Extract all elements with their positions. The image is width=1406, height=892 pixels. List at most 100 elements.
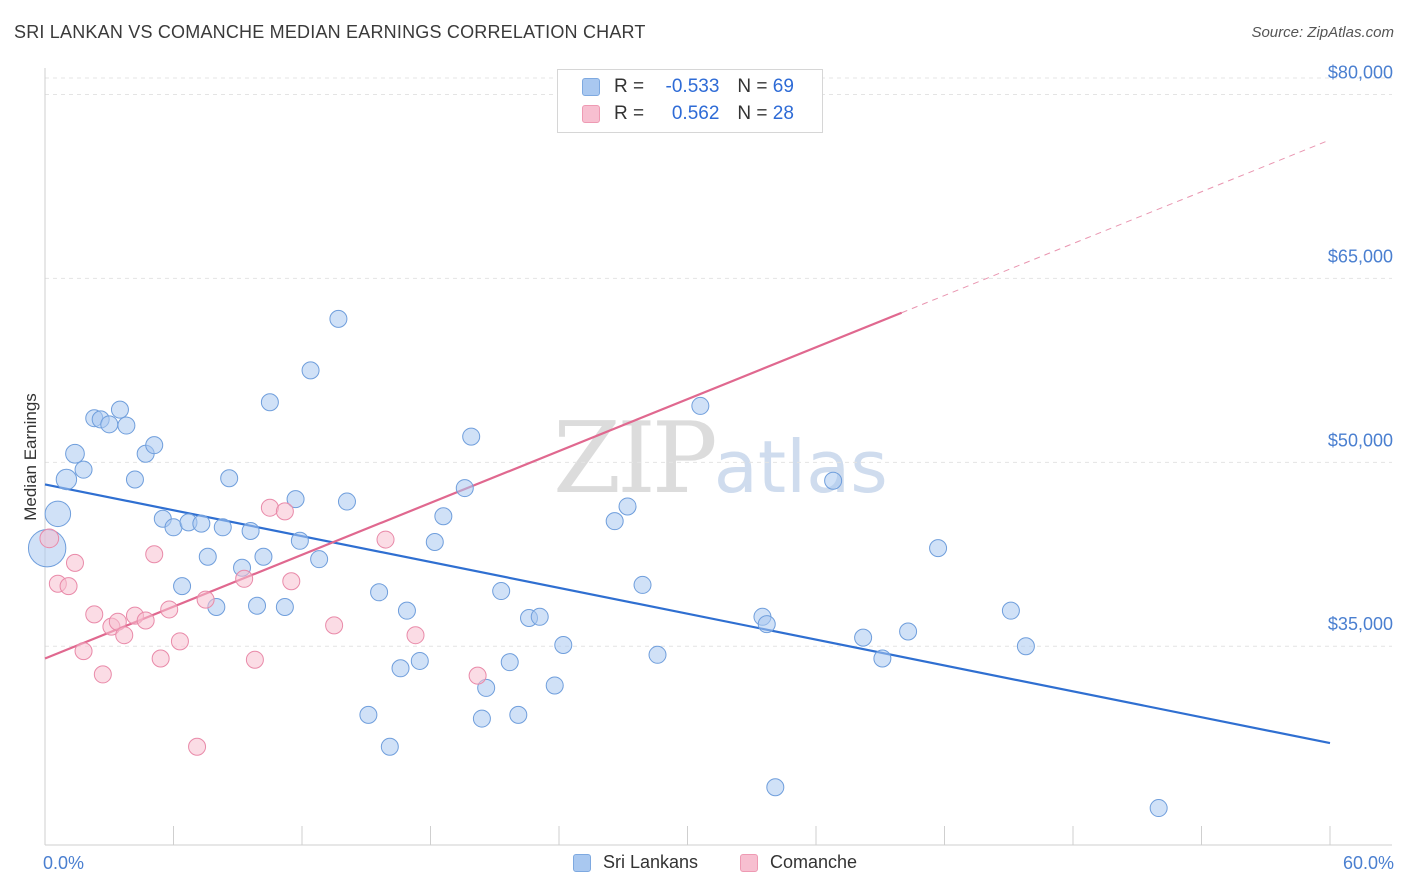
point-comanche	[235, 569, 254, 588]
point-sri-lankans	[248, 596, 267, 615]
point-sri-lankans	[766, 778, 785, 797]
point-sri-lankans	[545, 676, 564, 695]
point-sri-lankans	[55, 468, 78, 491]
tick-labels: $35,000 $50,000 $65,000 $80,000 0.0% 60.0% Med…	[21, 63, 1394, 873]
axes	[44, 68, 1392, 846]
trend-lines	[44, 139, 1331, 745]
point-sri-lankans	[854, 628, 873, 647]
point-sri-lankans	[500, 653, 519, 672]
watermark-atlas: atlas	[713, 425, 888, 509]
point-comanche	[188, 737, 207, 756]
point-sri-lankans	[241, 521, 260, 540]
point-comanche	[59, 577, 78, 596]
point-sri-lankans	[873, 649, 892, 668]
point-sri-lankans	[618, 497, 637, 516]
point-sri-lankans	[633, 575, 652, 594]
y-tick-label: $50,000	[1328, 430, 1393, 450]
y-axis-title: Median Earnings	[21, 393, 40, 521]
legend-r-value: -0.533	[665, 76, 720, 97]
point-comanche	[136, 611, 155, 630]
legend-swatch-comanche	[582, 105, 600, 123]
point-comanche	[282, 572, 301, 591]
point-sri-lankans	[455, 479, 474, 498]
legend-row-sri-lankans: R = -0.533 N = 69	[582, 75, 794, 99]
series-legend-comanche[interactable]: Comanche	[740, 852, 857, 873]
y-tick-label: $35,000	[1328, 614, 1393, 634]
point-sri-lankans	[509, 705, 528, 724]
point-sri-lankans	[100, 415, 119, 434]
x-tick-label: 0.0%	[43, 853, 84, 873]
point-comanche	[145, 545, 164, 564]
trend-line-extension-comanche	[901, 139, 1331, 314]
point-comanche	[170, 632, 189, 651]
series-swatch-comanche	[740, 853, 758, 872]
point-sri-lankans	[434, 507, 453, 526]
point-sri-lankans	[213, 518, 232, 537]
point-sri-lankans	[310, 550, 329, 569]
legend-n-label: N =	[737, 76, 768, 97]
data-points	[27, 106, 1168, 818]
y-tick-label: $65,000	[1328, 246, 1393, 266]
correlation-legend: R = -0.533 N = 69 R = 0.562 N = 28	[557, 69, 823, 133]
point-sri-lankans	[110, 400, 129, 419]
legend-n-label: N =	[737, 103, 768, 124]
source-label: Source: ZipAtlas.com	[1251, 24, 1394, 41]
point-sri-lankans	[44, 500, 72, 528]
point-sri-lankans	[329, 309, 348, 328]
point-sri-lankans	[359, 705, 378, 724]
point-comanche	[260, 498, 279, 517]
point-comanche	[115, 626, 134, 645]
point-sri-lankans	[391, 659, 410, 678]
series-legend: Sri Lankans Comanche	[0, 852, 1406, 878]
point-sri-lankans	[605, 512, 624, 531]
point-comanche	[65, 553, 84, 572]
point-comanche	[160, 600, 179, 619]
point-sri-lankans	[1001, 601, 1020, 620]
point-sri-lankans	[290, 531, 309, 550]
trend-line-sri-lankans	[44, 483, 1331, 745]
legend-r-value: 0.562	[671, 103, 720, 124]
point-sri-lankans	[370, 583, 389, 602]
legend-r-label: R =	[614, 76, 645, 97]
point-sri-lankans	[198, 547, 217, 566]
point-sri-lankans	[145, 436, 164, 455]
point-sri-lankans	[192, 514, 211, 533]
point-sri-lankans	[899, 622, 918, 641]
x-tick-label: 60.0%	[1343, 853, 1394, 873]
point-comanche	[376, 530, 395, 549]
point-sri-lankans	[275, 597, 294, 616]
point-sri-lankans	[220, 469, 239, 488]
point-sri-lankans	[691, 396, 710, 415]
point-sri-lankans	[74, 460, 93, 479]
point-comanche	[196, 590, 215, 609]
point-sri-lankans	[254, 547, 273, 566]
series-label-sri-lankans: Sri Lankans	[603, 852, 699, 872]
point-comanche	[74, 642, 93, 661]
point-sri-lankans	[117, 416, 136, 435]
point-sri-lankans	[1149, 799, 1168, 818]
point-comanche	[406, 626, 425, 645]
point-comanche	[85, 605, 104, 624]
point-sri-lankans	[757, 615, 776, 634]
series-legend-sri-lankans[interactable]: Sri Lankans	[573, 852, 698, 873]
point-sri-lankans	[410, 651, 429, 670]
legend-n-value: 28	[772, 103, 794, 124]
point-sri-lankans	[824, 471, 843, 490]
point-sri-lankans	[477, 678, 496, 697]
y-tick-label: $80,000	[1328, 63, 1393, 83]
legend-swatch-sri-lankans	[582, 78, 600, 96]
point-comanche	[275, 502, 294, 521]
point-comanche	[245, 650, 264, 669]
point-sri-lankans	[462, 427, 481, 446]
legend-n-value: 69	[772, 76, 794, 97]
point-comanche	[468, 666, 487, 685]
point-sri-lankans	[397, 601, 416, 620]
point-sri-lankans	[1016, 637, 1035, 656]
point-sri-lankans	[929, 539, 948, 558]
point-sri-lankans	[554, 636, 573, 655]
legend-row-comanche: R = 0.562 N = 28	[582, 102, 794, 126]
point-sri-lankans	[260, 393, 279, 412]
point-sri-lankans	[530, 607, 549, 626]
point-comanche	[151, 649, 170, 668]
